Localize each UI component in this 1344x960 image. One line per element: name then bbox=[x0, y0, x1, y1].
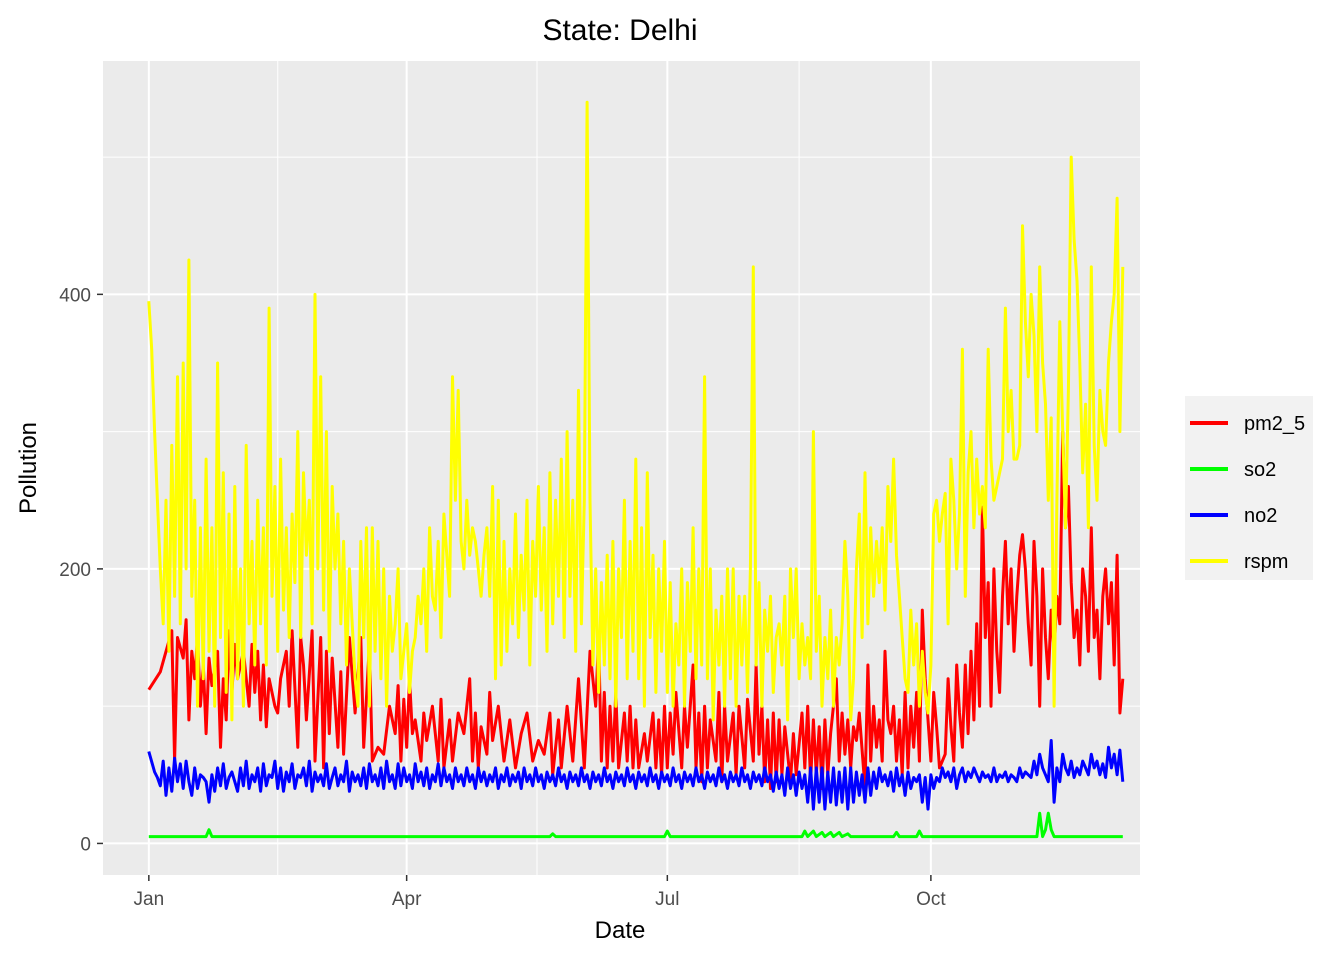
series-lines bbox=[147, 100, 1125, 839]
legend: pm2_5 so2 no2 rspm bbox=[1185, 396, 1313, 580]
legend-label: no2 bbox=[1244, 505, 1277, 527]
x-axis: Jan Apr Jul Oct bbox=[134, 875, 946, 910]
legend-label: pm2_5 bbox=[1244, 413, 1305, 435]
chart-title: State: Delhi bbox=[542, 14, 697, 47]
y-tick-label: 400 bbox=[59, 285, 91, 306]
legend-label: rspm bbox=[1244, 551, 1288, 573]
x-tick-label: Jan bbox=[134, 889, 165, 910]
x-tick-label: Oct bbox=[916, 889, 946, 910]
x-tick-label: Apr bbox=[392, 889, 422, 910]
legend-background bbox=[1185, 396, 1313, 580]
y-tick-label: 0 bbox=[80, 834, 91, 855]
series-line-rspm bbox=[147, 100, 1125, 722]
y-axis-title: Pollution bbox=[15, 422, 42, 514]
x-tick-label: Jul bbox=[655, 889, 679, 910]
x-axis-title: Date bbox=[595, 917, 646, 944]
series-line-no2 bbox=[147, 739, 1125, 811]
series-line-so2 bbox=[148, 811, 1123, 839]
series-line-pm2-5 bbox=[147, 430, 1125, 790]
legend-label: so2 bbox=[1244, 459, 1276, 481]
y-tick-label: 200 bbox=[59, 560, 91, 581]
y-axis: 0 200 400 bbox=[59, 285, 103, 855]
